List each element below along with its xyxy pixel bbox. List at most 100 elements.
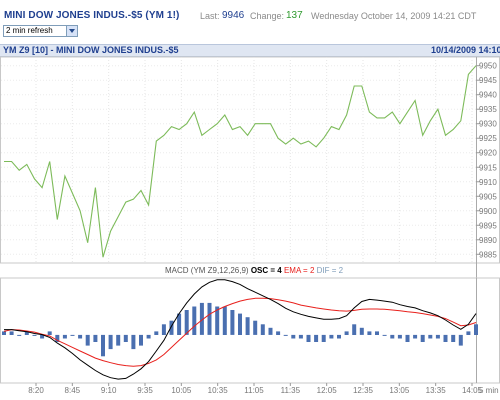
x-tick-label: 14:05 xyxy=(462,386,483,395)
macd-histogram-bar xyxy=(291,334,296,339)
macd-legend-ema: EMA = 2 xyxy=(284,266,317,275)
price-series-line xyxy=(4,65,477,258)
macd-histogram-bar xyxy=(435,334,440,339)
macd-histogram-bar xyxy=(116,334,121,346)
timestamp: Wednesday October 14, 2009 14:21 CDT xyxy=(311,11,477,21)
macd-histogram-bar xyxy=(321,334,326,342)
macd-histogram-bar xyxy=(458,334,463,346)
macd-histogram-bar xyxy=(108,334,113,350)
macd-histogram-bar xyxy=(161,324,166,335)
macd-histogram-bar xyxy=(139,334,143,346)
macd-histogram-bar xyxy=(283,334,288,336)
macd-histogram-bar xyxy=(24,331,29,335)
x-tick-label: 13:35 xyxy=(426,386,447,395)
x-tick-label: 9:10 xyxy=(101,386,117,395)
x-tick-label: 10:35 xyxy=(208,386,229,395)
price-tick-label: 9900 xyxy=(479,207,497,216)
macd-histogram-bar xyxy=(245,317,250,335)
x-tick-label: 8:45 xyxy=(65,386,81,395)
macd-histogram-bar xyxy=(375,331,379,335)
price-tick-label: 9920 xyxy=(479,149,497,158)
price-tick-label: 9940 xyxy=(479,91,497,100)
macd-ema-line xyxy=(3,297,477,367)
macd-histogram-bar xyxy=(420,334,425,342)
macd-histogram-bar xyxy=(276,331,281,335)
quote-header: MINI DOW JONES INDUS.-$5 (YM 1!) Last: 9… xyxy=(0,0,500,26)
price-tick-label: 9890 xyxy=(479,236,497,245)
macd-histogram-bar xyxy=(306,334,311,342)
price-panel xyxy=(0,56,500,264)
macd-histogram-bar xyxy=(390,334,395,339)
price-tick-label: 9885 xyxy=(479,250,497,259)
macd-histogram-bar xyxy=(93,334,98,342)
macd-histogram-bar xyxy=(253,320,258,335)
chevron-down-icon[interactable] xyxy=(66,26,77,36)
last-label: Last: xyxy=(200,11,220,21)
chart-date-label: 10/14/2009 14:10 xyxy=(431,45,500,55)
macd-histogram-bar xyxy=(199,302,204,335)
macd-histogram-bar xyxy=(32,334,37,336)
macd-histogram-bar xyxy=(192,306,197,335)
macd-histogram-bar xyxy=(344,331,349,335)
macd-histogram-bar xyxy=(474,324,478,335)
macd-histogram-bar xyxy=(405,334,410,342)
macd-histogram-bar xyxy=(337,334,341,339)
macd-histogram-bar xyxy=(352,324,357,335)
macd-panel xyxy=(0,277,500,384)
price-tick-label: 9930 xyxy=(479,120,497,129)
macd-histogram-bar xyxy=(238,313,242,335)
macd-title: MACD (YM Z9,12,26,9) OSC = 4 EMA = 2 DIF… xyxy=(165,266,344,275)
macd-histogram-bar xyxy=(78,334,83,339)
macd-histogram-bar xyxy=(184,310,189,335)
macd-histogram-bar xyxy=(222,306,227,335)
macd-legend-dif: DIF = 2 xyxy=(317,266,344,275)
macd-histogram-bar xyxy=(428,334,433,339)
x-unit-label: 5 min xyxy=(479,386,499,395)
macd-histogram-bar xyxy=(2,331,6,335)
macd-histogram-bar xyxy=(260,324,265,335)
macd-histogram-bar xyxy=(382,334,387,336)
macd-histogram-bar xyxy=(230,310,235,335)
macd-histogram-bar xyxy=(154,331,159,335)
macd-histogram-bar xyxy=(359,327,364,335)
macd-histogram-bar xyxy=(298,334,303,339)
macd-histogram-bar xyxy=(466,331,471,335)
x-tick-label: 8:20 xyxy=(28,386,44,395)
macd-histogram-bar xyxy=(451,334,456,342)
macd-histogram-bar xyxy=(413,334,418,339)
macd-histogram-bar xyxy=(131,334,136,350)
macd-histogram-bar xyxy=(101,334,105,357)
x-tick-label: 11:35 xyxy=(281,386,301,395)
macd-histogram-bar xyxy=(177,313,182,335)
macd-histogram-bar xyxy=(268,327,273,335)
macd-histogram-bar xyxy=(215,306,220,335)
macd-histogram-bar xyxy=(207,302,212,335)
price-tick-label: 9935 xyxy=(479,105,497,114)
refresh-interval-select[interactable]: 2 min refresh xyxy=(3,25,78,37)
macd-histogram-bar xyxy=(443,334,448,342)
refresh-interval-value: 2 min refresh xyxy=(6,26,53,35)
macd-dif-line xyxy=(4,279,477,380)
change-value: 137 xyxy=(286,10,303,21)
change-label: Change: xyxy=(250,11,285,21)
macd-histogram-bar xyxy=(85,334,90,346)
macd-histogram-bar xyxy=(146,334,151,339)
macd-histogram-bar xyxy=(55,334,60,342)
price-tick-label: 9905 xyxy=(479,192,497,201)
macd-histogram-bar xyxy=(17,334,22,336)
macd-histogram-bar xyxy=(169,320,174,335)
last-value: 9946 xyxy=(222,10,245,21)
macd-histogram-bar xyxy=(70,334,75,336)
price-tick-label: 9910 xyxy=(479,178,497,187)
macd-histogram-bar xyxy=(9,331,14,335)
price-tick-label: 9945 xyxy=(479,76,497,85)
x-tick-label: 10:05 xyxy=(171,386,192,395)
macd-histogram-bar xyxy=(62,334,67,339)
x-tick-label: 13:05 xyxy=(389,386,410,395)
x-tick-label: 9:35 xyxy=(137,386,153,395)
price-tick-label: 9950 xyxy=(479,62,497,71)
chart-symbol-label: YM Z9 [10] - MINI DOW JONES INDUS.-$5 xyxy=(3,45,179,55)
x-tick-label: 12:35 xyxy=(353,386,374,395)
price-tick-label: 9915 xyxy=(479,163,497,172)
